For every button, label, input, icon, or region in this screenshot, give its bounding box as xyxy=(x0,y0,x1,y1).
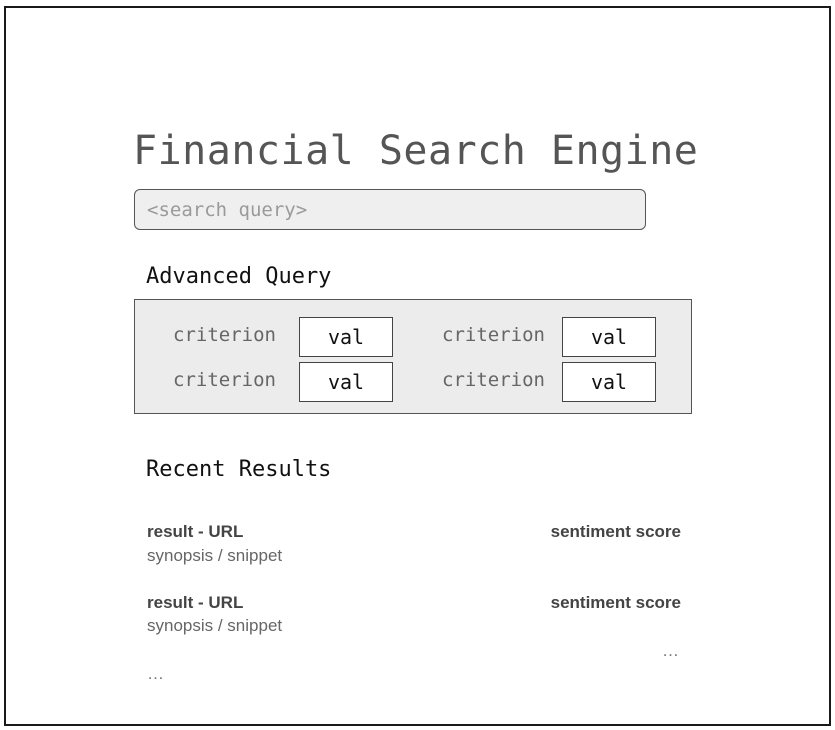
sentiment-score: sentiment score xyxy=(550,593,681,612)
result-url-link[interactable]: result - URL xyxy=(147,593,244,612)
more-results-ellipsis: … xyxy=(147,664,164,683)
criterion-value-field[interactable]: val xyxy=(562,362,656,402)
result-snippet: synopsis / snippet xyxy=(147,546,283,565)
search-input[interactable] xyxy=(134,189,646,230)
result-snippet: synopsis / snippet xyxy=(147,616,283,635)
criterion-label: criterion xyxy=(173,369,276,391)
result-url-link[interactable]: result - URL xyxy=(147,522,244,541)
more-sentiment-ellipsis: … xyxy=(662,641,679,660)
recent-results-heading: Recent Results xyxy=(146,457,332,482)
criterion-label: criterion xyxy=(173,324,276,346)
advanced-query-panel: criterion val criterion val criterion va… xyxy=(134,299,692,414)
criterion-value-field[interactable]: val xyxy=(299,317,393,357)
criterion-label: criterion xyxy=(442,324,545,346)
criterion-value-field[interactable]: val xyxy=(299,362,393,402)
advanced-query-heading: Advanced Query xyxy=(146,264,332,289)
sentiment-score: sentiment score xyxy=(550,522,681,541)
page-title: Financial Search Engine xyxy=(133,128,699,174)
criterion-value-field[interactable]: val xyxy=(562,317,656,357)
criterion-label: criterion xyxy=(442,369,545,391)
